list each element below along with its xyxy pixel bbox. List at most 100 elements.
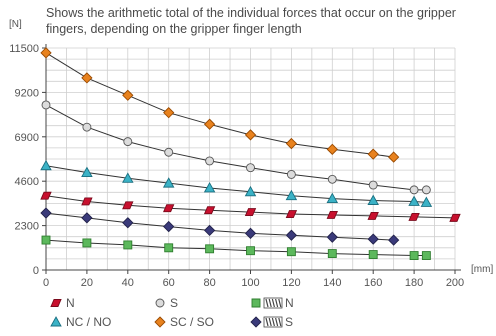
data-point xyxy=(244,185,257,197)
data-point xyxy=(244,208,257,217)
data-point xyxy=(81,72,93,84)
y-tick-labels: 0 2300 4600 6900 9200 11500 xyxy=(9,43,46,277)
data-point xyxy=(286,247,296,257)
data-point xyxy=(164,147,174,157)
y-tick-label: 11500 xyxy=(9,43,39,55)
data-point xyxy=(326,192,339,204)
data-point xyxy=(285,210,298,218)
data-point xyxy=(285,229,298,241)
legend-item: SC / SO xyxy=(154,315,214,329)
series-3 xyxy=(40,191,461,222)
legend-marker xyxy=(155,298,165,308)
data-point xyxy=(388,234,400,246)
y-tick-label: 2300 xyxy=(15,221,39,233)
x-tick-label: 160 xyxy=(364,277,382,289)
legend-label: SC / SO xyxy=(170,315,214,329)
legend-label: N xyxy=(285,296,294,310)
x-tick-label: 60 xyxy=(163,277,175,289)
legend-item: S xyxy=(250,315,293,329)
data-point xyxy=(40,207,52,219)
data-point xyxy=(203,118,216,130)
data-point xyxy=(409,251,419,260)
data-point xyxy=(244,129,257,141)
series-2 xyxy=(40,159,433,207)
data-point xyxy=(246,246,255,256)
data-point xyxy=(41,100,51,110)
data-point xyxy=(163,204,175,213)
data-point xyxy=(123,137,133,147)
data-point xyxy=(164,243,174,253)
y-tick-label: 6900 xyxy=(15,132,39,144)
data-point xyxy=(246,163,255,173)
series-1 xyxy=(41,100,431,195)
data-point xyxy=(326,143,338,155)
legend-marker xyxy=(50,299,62,307)
data-point xyxy=(40,191,52,200)
data-point xyxy=(205,244,215,254)
legend-marker xyxy=(154,316,166,328)
data-point xyxy=(367,233,379,245)
data-point xyxy=(122,172,134,183)
data-point xyxy=(203,182,216,193)
chart-annotation: Shows the arithmetic total of the indivi… xyxy=(46,6,459,36)
data-point xyxy=(81,166,93,177)
data-point xyxy=(367,211,379,220)
legend-item: N xyxy=(50,296,75,310)
legend-marker xyxy=(50,316,62,327)
x-tick-label: 0 xyxy=(43,277,49,289)
data-point xyxy=(408,195,420,206)
data-point xyxy=(368,250,378,260)
data-point xyxy=(367,148,379,160)
data-point xyxy=(449,213,461,222)
y-tick-label: 4600 xyxy=(15,176,39,188)
data-point xyxy=(82,238,92,248)
legend-item: N xyxy=(251,296,294,310)
legend-marker xyxy=(251,298,261,308)
annotation-line-1: Shows the arithmetic total of the indivi… xyxy=(46,6,456,20)
legend: N S NNC / NO SC / SO S xyxy=(50,296,294,329)
y-tick-label: 9200 xyxy=(15,87,39,99)
series-line xyxy=(45,104,427,191)
x-tick-label: 200 xyxy=(446,277,464,289)
series-5 xyxy=(41,235,431,260)
legend-label: NC / NO xyxy=(66,315,111,329)
series-line xyxy=(45,52,394,158)
data-point xyxy=(163,220,175,233)
x-unit-label: [mm] xyxy=(471,264,493,275)
data-point xyxy=(81,197,93,206)
data-point xyxy=(368,180,378,190)
x-tick-label: 20 xyxy=(81,277,93,289)
data-point xyxy=(421,185,431,195)
annotation-line-2: fingers, depending on the gripper finger… xyxy=(46,22,302,36)
y-unit-label: [N] xyxy=(9,19,22,30)
data-point xyxy=(123,240,133,250)
data-point xyxy=(285,189,298,201)
data-point xyxy=(367,194,379,205)
x-tick-label: 40 xyxy=(122,277,134,289)
data-point xyxy=(326,231,338,243)
data-point xyxy=(122,217,134,229)
y-tick-label: 0 xyxy=(33,265,39,277)
series-layer xyxy=(40,47,461,260)
data-point xyxy=(122,201,134,210)
data-point xyxy=(162,177,175,188)
data-point xyxy=(203,206,216,215)
data-point xyxy=(41,235,51,245)
legend-item: NC / NO xyxy=(50,315,111,329)
x-tick-labels: 0 20 40 60 80 100 120 140 160 180 200 xyxy=(43,270,464,289)
data-point xyxy=(205,156,215,166)
data-point xyxy=(409,185,419,195)
data-point xyxy=(244,227,257,239)
data-point xyxy=(286,169,296,179)
data-point xyxy=(203,224,216,237)
data-point xyxy=(40,47,52,59)
legend-label: N xyxy=(66,296,75,310)
series-0 xyxy=(40,47,400,163)
series-4 xyxy=(40,207,400,246)
legend-label: S xyxy=(170,296,178,310)
series-line xyxy=(45,212,394,241)
spring-icon xyxy=(263,297,283,309)
data-point xyxy=(408,212,420,221)
x-tick-label: 180 xyxy=(405,277,423,289)
